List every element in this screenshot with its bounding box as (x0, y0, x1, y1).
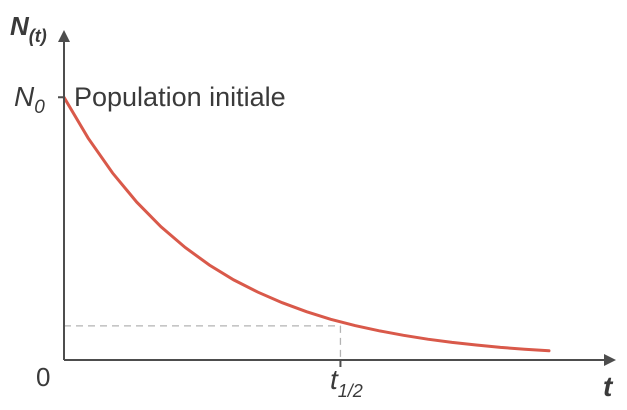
y-tick-label-n0: N0 (14, 81, 45, 118)
decay-curve (62, 95, 551, 353)
initial-population-label: Population initiale (74, 82, 286, 112)
x-axis-title: t (603, 371, 614, 402)
y-axis-title: N(t) (10, 11, 47, 46)
origin-label: 0 (36, 362, 50, 392)
x-tick-label-half-life: t1/2 (330, 364, 363, 401)
y-axis-arrow (58, 30, 70, 42)
x-axis-arrow (604, 354, 616, 366)
